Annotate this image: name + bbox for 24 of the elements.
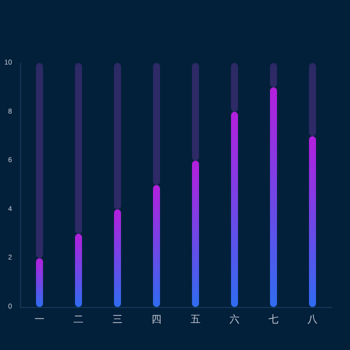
bar (36, 258, 43, 307)
bar (153, 63, 160, 185)
bar (75, 63, 82, 234)
bar (270, 63, 277, 88)
bar (114, 63, 121, 210)
bar (309, 136, 316, 307)
bar (270, 87, 277, 307)
x-tick-label: 八 (308, 314, 318, 326)
bar (36, 63, 43, 258)
bar (231, 112, 238, 307)
x-tick-label: 二 (74, 314, 84, 326)
bar (192, 63, 199, 161)
bar (309, 63, 316, 136)
bar (153, 185, 160, 307)
bar (75, 234, 82, 307)
bar (192, 160, 199, 307)
x-tick-label: 六 (230, 314, 240, 326)
bar (231, 63, 238, 112)
bar (114, 209, 121, 307)
x-tick-label: 五 (190, 314, 200, 326)
x-tick-label: 一 (34, 314, 44, 326)
x-tick-label: 四 (152, 314, 162, 326)
x-tick-label: 三 (112, 314, 122, 326)
x-tick-label: 七 (268, 314, 278, 326)
